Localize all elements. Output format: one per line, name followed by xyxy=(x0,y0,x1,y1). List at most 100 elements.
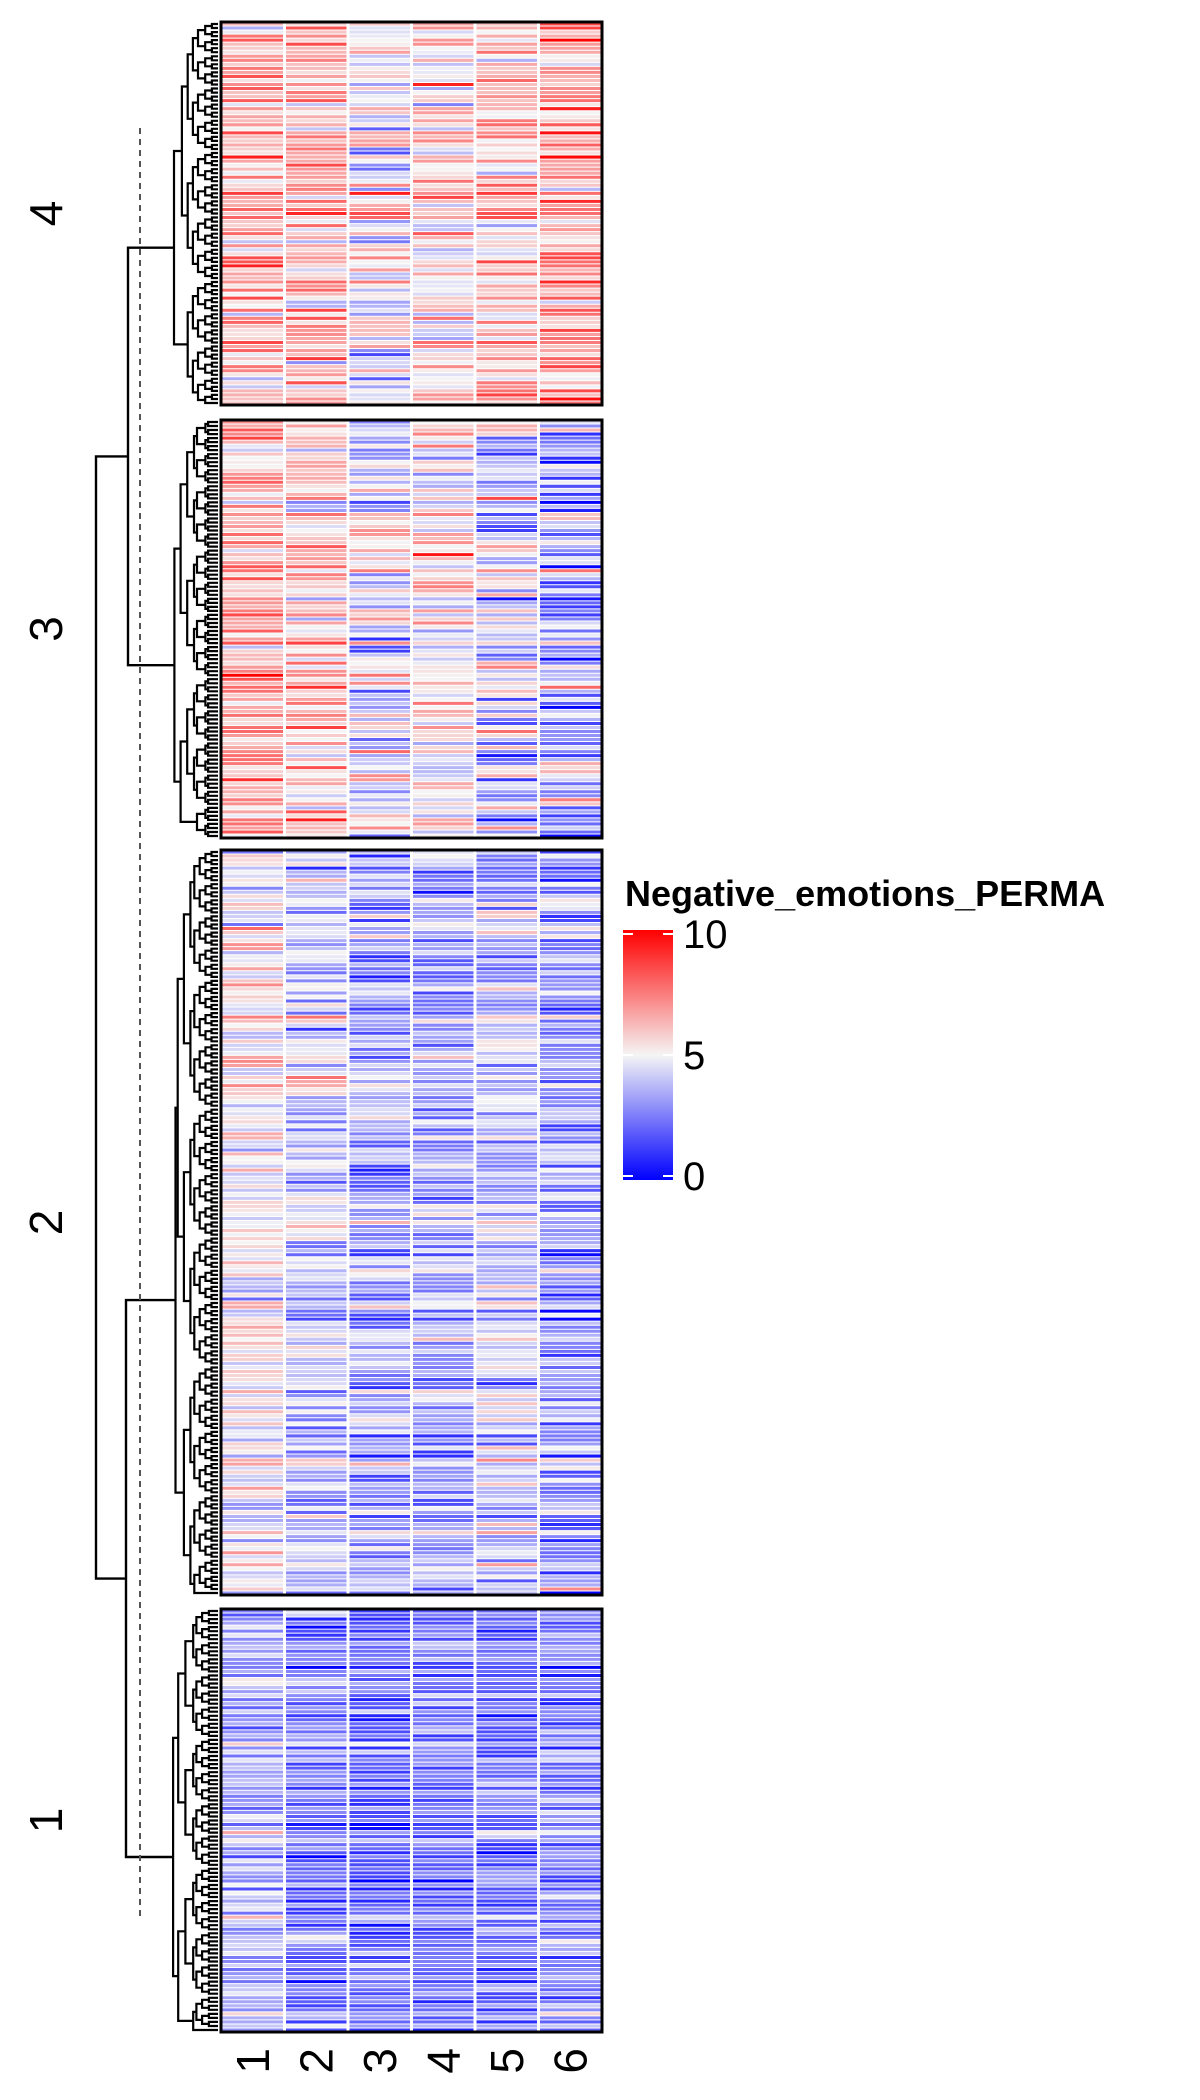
heatmap-cell xyxy=(538,922,602,927)
heatmap-cell xyxy=(221,906,285,911)
heatmap-cell xyxy=(284,866,348,871)
heatmap-cell xyxy=(284,641,348,646)
heatmap-cell xyxy=(475,673,539,678)
heatmap-cell xyxy=(348,1562,412,1568)
heatmap-cell xyxy=(475,280,539,285)
heatmap-cell xyxy=(411,110,475,116)
heatmap-cell xyxy=(221,1425,285,1431)
heatmap-cell xyxy=(538,1208,602,1213)
heatmap-cell xyxy=(475,1649,539,1654)
heatmap-cell xyxy=(221,30,285,35)
heatmap-cell xyxy=(348,360,412,366)
heatmap-cell xyxy=(538,38,602,43)
heatmap-cell xyxy=(475,1574,539,1580)
heatmap-cell xyxy=(411,1874,475,1880)
heatmap-cell xyxy=(284,1325,348,1330)
heatmap-cell xyxy=(284,817,348,823)
heatmap-cell xyxy=(348,528,412,533)
heatmap-cell xyxy=(348,1963,412,1968)
heatmap-cell xyxy=(348,1123,412,1129)
heatmap-cell xyxy=(284,1365,348,1370)
heatmap-cell xyxy=(284,340,348,345)
heatmap-cell xyxy=(411,440,475,445)
heatmap-cell xyxy=(221,1709,285,1715)
heatmap-cell xyxy=(221,316,285,321)
heatmap-cell xyxy=(284,902,348,907)
heatmap-cell xyxy=(411,1345,475,1350)
heatmap-cell xyxy=(221,866,285,871)
heatmap-cell xyxy=(221,380,285,386)
heatmap-cell xyxy=(284,90,348,95)
heatmap-cell xyxy=(411,368,475,374)
heatmap-cell xyxy=(284,862,348,867)
heatmap-cell xyxy=(348,448,412,453)
heatmap-cell xyxy=(538,488,602,493)
heatmap-cell xyxy=(284,1786,348,1791)
heatmap-cell xyxy=(284,1228,348,1233)
heatmap-cell xyxy=(411,195,475,200)
heatmap-cell xyxy=(411,681,475,686)
heatmap-cell xyxy=(221,320,285,325)
heatmap-cell xyxy=(475,1754,539,1759)
heatmap-cell xyxy=(475,1244,539,1250)
heatmap-cell xyxy=(411,572,475,578)
heatmap-cell xyxy=(475,1200,539,1205)
heatmap-cell xyxy=(221,1280,285,1286)
heatmap-cell xyxy=(284,870,348,875)
top-dendrogram xyxy=(94,246,176,1859)
heatmap-cell xyxy=(411,721,475,726)
heatmap-cell xyxy=(538,902,602,907)
column-label: 3 xyxy=(354,2048,406,2074)
heatmap-cell xyxy=(411,167,475,172)
heatmap-cell xyxy=(348,1276,412,1282)
heatmap-cell xyxy=(411,934,475,939)
heatmap-cell xyxy=(475,320,539,325)
heatmap-cell xyxy=(348,1091,412,1096)
heatmap-cell xyxy=(284,1931,348,1936)
heatmap-cell xyxy=(284,26,348,31)
heatmap-cell xyxy=(475,1570,539,1576)
heatmap-cell xyxy=(475,805,539,811)
heatmap-cell xyxy=(411,512,475,517)
heatmap-cell xyxy=(411,1023,475,1028)
heatmap-cell xyxy=(221,203,285,208)
heatmap-cell xyxy=(538,239,602,245)
heatmap-cell xyxy=(538,749,602,754)
heatmap-cell xyxy=(411,312,475,317)
heatmap-cell xyxy=(284,227,348,232)
heatmap-cell xyxy=(221,1148,285,1153)
heatmap-cell xyxy=(411,1111,475,1117)
heatmap-cell xyxy=(411,183,475,188)
heatmap-cell xyxy=(538,641,602,646)
heatmap-cell xyxy=(221,436,285,441)
heatmap-cell xyxy=(538,1131,602,1137)
heatmap-cell xyxy=(284,1717,348,1723)
heatmap-cell xyxy=(538,1725,602,1731)
heatmap-cell xyxy=(475,1693,539,1698)
heatmap-cell xyxy=(348,1063,412,1068)
heatmap-cell xyxy=(348,1874,412,1880)
heatmap-cell xyxy=(221,1578,285,1584)
heatmap-cell xyxy=(348,926,412,931)
heatmap-cell xyxy=(221,934,285,939)
heatmap-cell xyxy=(538,1123,602,1129)
heatmap-body xyxy=(219,20,604,2034)
heatmap-cell xyxy=(284,146,348,152)
heatmap-cell xyxy=(538,600,602,606)
heatmap-cell xyxy=(411,1224,475,1229)
heatmap-cell xyxy=(284,1959,348,1964)
heatmap-cell xyxy=(284,1870,348,1876)
heatmap-cell xyxy=(538,267,602,273)
heatmap-cell xyxy=(475,1963,539,1968)
heatmap-cell xyxy=(538,817,602,823)
heatmap-cell xyxy=(221,1276,285,1282)
heatmap-cell xyxy=(411,697,475,702)
heatmap-cell xyxy=(348,1733,412,1739)
heatmap-cell xyxy=(411,1240,475,1245)
heatmap-cell xyxy=(475,1003,539,1008)
heatmap-cell xyxy=(538,448,602,453)
heatmap-cell xyxy=(475,203,539,208)
heatmap-cell xyxy=(348,1999,412,2005)
heatmap-cell xyxy=(221,1717,285,1723)
heatmap-cell xyxy=(284,1514,348,1519)
